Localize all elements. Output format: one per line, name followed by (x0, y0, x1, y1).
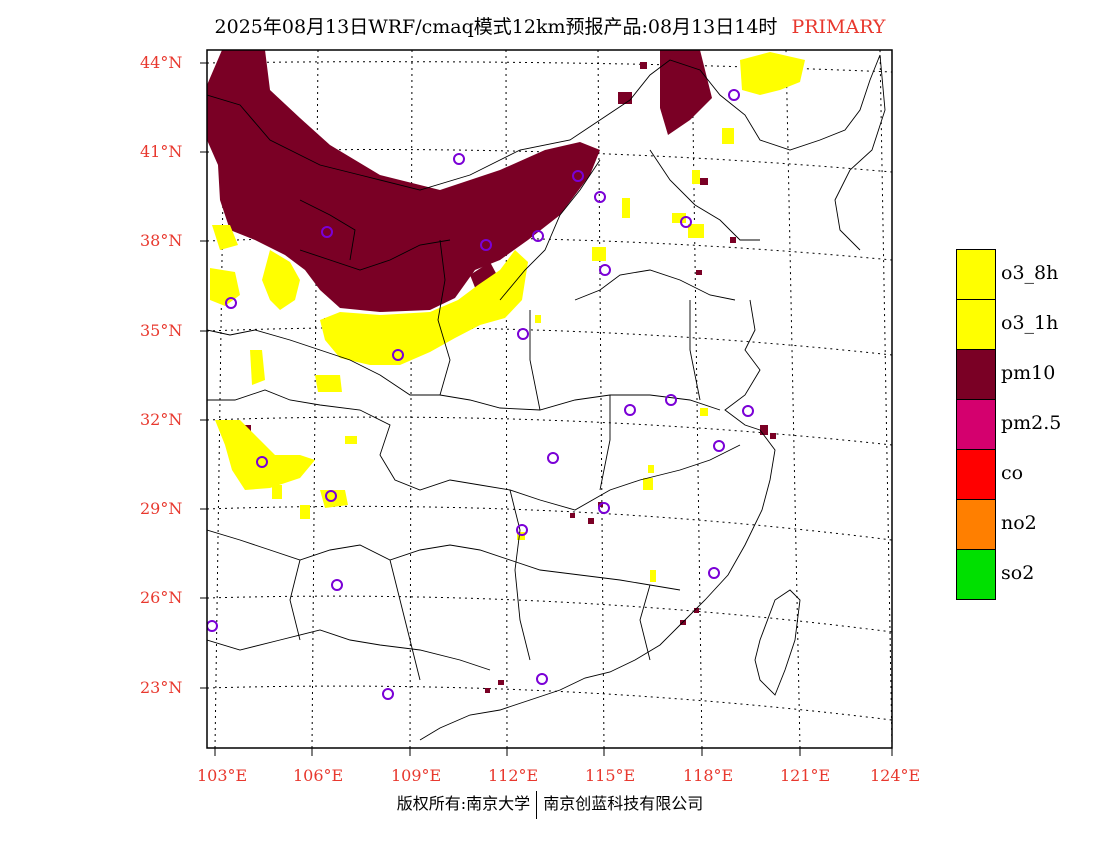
lon-label: 112°E (488, 766, 539, 785)
legend-swatch (956, 349, 996, 400)
lat-label: 41°N (140, 142, 183, 161)
copyright-right: 南京创蓝科技有限公司 (543, 794, 704, 813)
legend-label: so2 (1001, 562, 1035, 584)
city-markers (207, 89, 754, 700)
lat-label: 44°N (140, 53, 183, 72)
legend-swatch (956, 299, 996, 350)
lon-label: 118°E (683, 766, 734, 785)
legend-label: pm10 (1001, 362, 1056, 384)
legend-item-co: co (956, 449, 1096, 500)
legend-item-so2: so2 (956, 549, 1096, 600)
footer-separator (536, 790, 538, 819)
o3-region (210, 52, 805, 582)
legend-swatch (956, 449, 996, 500)
lon-label: 124°E (870, 766, 921, 785)
legend-label: pm2.5 (1001, 412, 1062, 434)
title-text: 2025年08月13日WRF/cmaq模式12km预报产品:08月13日14时 (214, 16, 778, 38)
lon-label: 115°E (585, 766, 636, 785)
legend-item-pm10: pm10 (956, 349, 1096, 400)
lat-label: 38°N (140, 231, 183, 250)
pollutant-legend: o3_8h o3_1h pm10 pm2.5 co no2 so2 (956, 249, 1096, 600)
legend-swatch (956, 249, 996, 300)
lat-label: 32°N (140, 410, 183, 429)
legend-swatch (956, 499, 996, 550)
lat-label: 23°N (140, 678, 183, 697)
lon-label: 109°E (391, 766, 442, 785)
map-title: 2025年08月13日WRF/cmaq模式12km预报产品:08月13日14时 P… (0, 12, 1100, 39)
legend-label: co (1001, 462, 1024, 484)
copyright-left: 版权所有:南京大学 (396, 794, 531, 813)
lat-label: 29°N (140, 499, 183, 518)
lat-label: 26°N (140, 588, 183, 607)
map-frame (206, 49, 893, 749)
legend-item-o3-8h: o3_8h (956, 249, 1096, 300)
legend-label: o3_1h (1001, 312, 1059, 334)
legend-swatch (956, 549, 996, 600)
legend-label: o3_8h (1001, 262, 1059, 284)
legend-item-no2: no2 (956, 499, 1096, 550)
boundaries (207, 54, 886, 741)
primary-tag: PRIMARY (791, 16, 886, 38)
lon-label: 106°E (293, 766, 344, 785)
lat-label: 35°N (140, 321, 183, 340)
legend-item-pm25: pm2.5 (956, 399, 1096, 450)
legend-swatch (956, 399, 996, 450)
copyright-footer: 版权所有:南京大学 南京创蓝科技有限公司 (0, 790, 1100, 819)
legend-label: no2 (1001, 512, 1037, 534)
lon-label: 121°E (780, 766, 831, 785)
lon-label: 103°E (197, 766, 248, 785)
legend-item-o3-1h: o3_1h (956, 299, 1096, 350)
